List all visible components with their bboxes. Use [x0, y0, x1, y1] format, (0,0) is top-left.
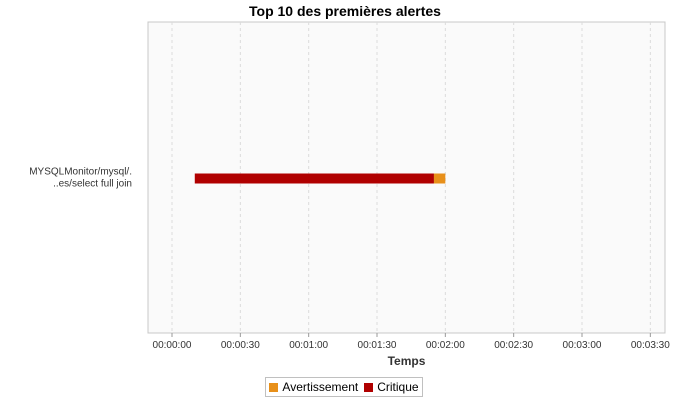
category-label-line1: MYSQLMonitor/mysql/.: [29, 167, 132, 178]
x-axis-title: Temps: [387, 354, 426, 368]
bar-critique: [194, 173, 434, 184]
legend-swatch-critique: [364, 382, 374, 392]
category-labels: MYSQLMonitor/mysql/...es/select full joi…: [29, 167, 132, 190]
x-tick-label: 00:03:00: [563, 340, 602, 351]
x-tick-label: 00:02:00: [426, 340, 465, 351]
x-tick-label: 00:01:30: [358, 340, 397, 351]
legend: Avertissement Critique: [265, 377, 423, 397]
x-axis-ticks: 00:00:00 00:00:30 00:01:00 00:01:30 00:02:00…: [153, 333, 670, 351]
x-tick-label: 00:00:00: [153, 340, 192, 351]
legend-swatch-avertissement: [269, 382, 279, 392]
legend-label-avertissement: Avertissement: [282, 380, 359, 394]
chart-title: Top 10 des premières alertes: [249, 3, 441, 19]
bar-avertissement: [433, 173, 446, 184]
legend-item-critique: Critique: [364, 380, 419, 394]
category-label-line2: ..es/select full join: [53, 179, 132, 190]
x-tick-label: 00:00:30: [221, 340, 260, 351]
x-tick-label: 00:02:30: [494, 340, 533, 351]
bars: [194, 173, 446, 184]
x-tick-label: 00:01:00: [289, 340, 328, 351]
grid-lines: [171, 22, 651, 333]
legend-label-critique: Critique: [377, 380, 419, 394]
x-tick-label: 00:03:30: [631, 340, 670, 351]
legend-item-avertissement: Avertissement: [269, 380, 358, 394]
